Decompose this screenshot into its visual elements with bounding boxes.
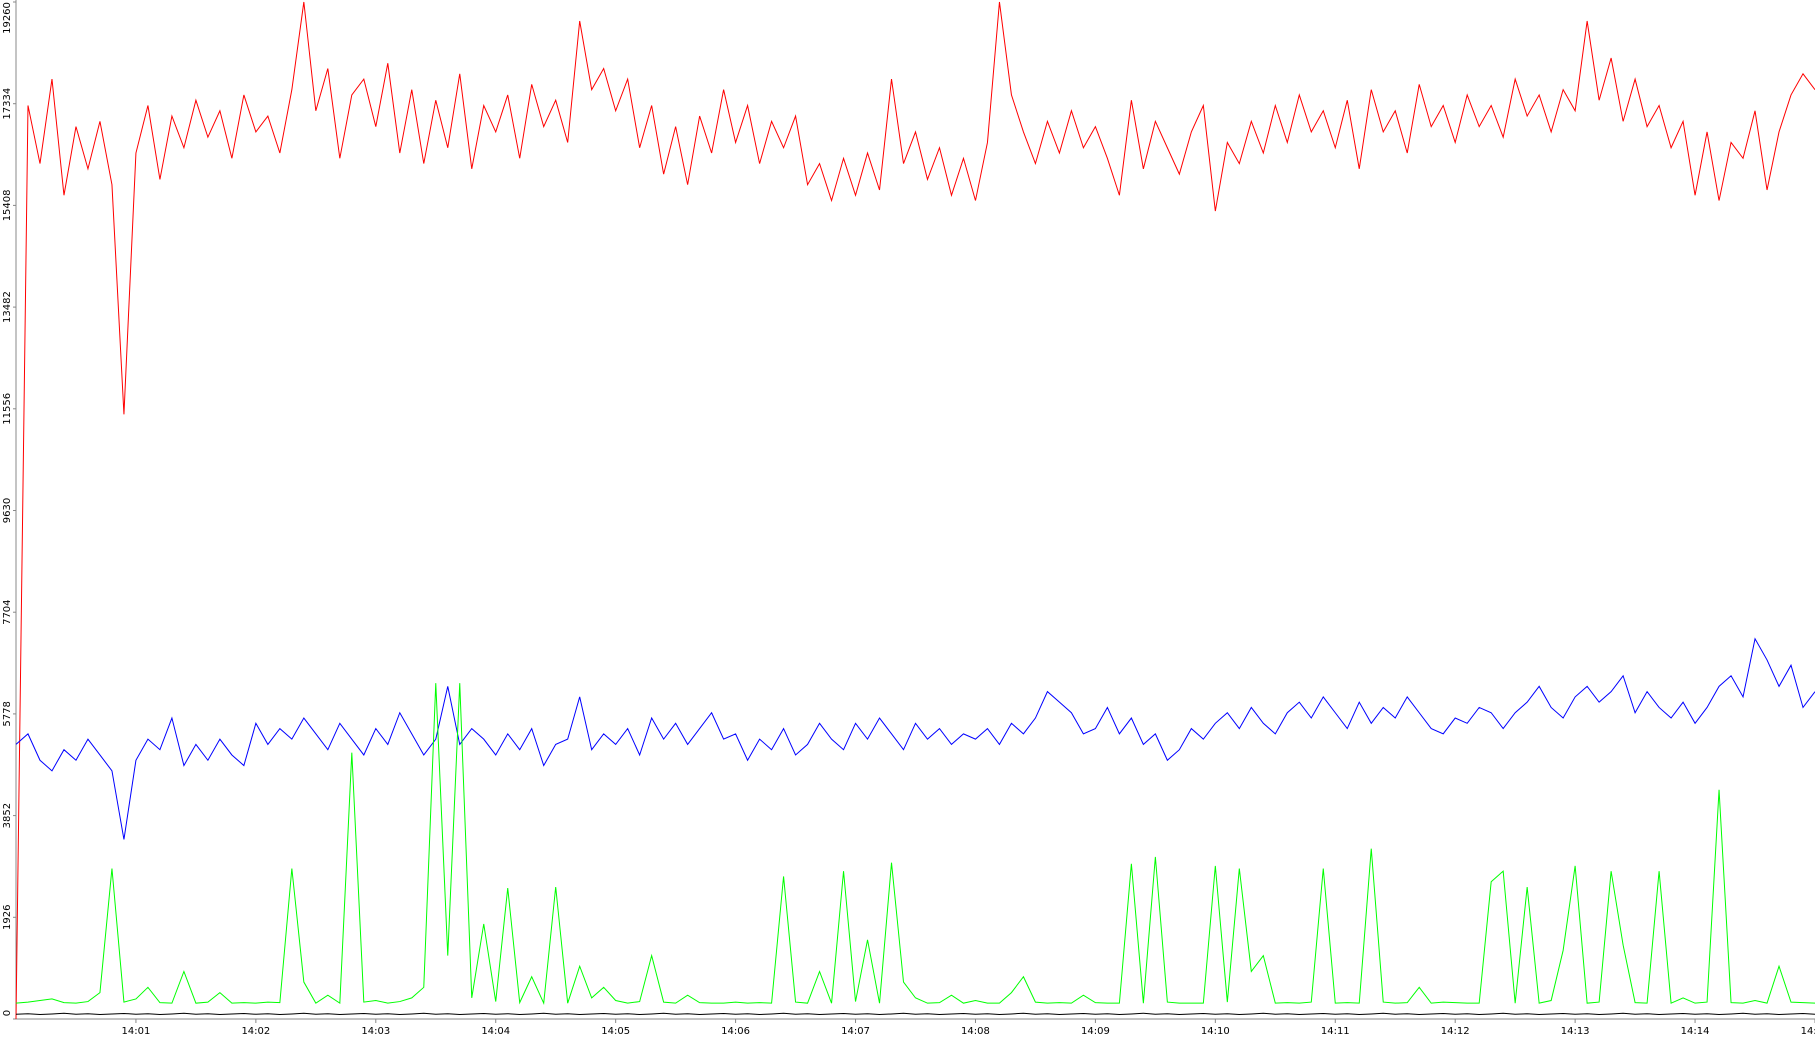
x-tick-label: 14:13 <box>1561 1026 1590 1037</box>
y-tick-label: 3852 <box>2 803 13 828</box>
y-tick-label: 5778 <box>2 701 13 726</box>
series-line <box>15 1012 1815 1016</box>
x-tick-label: 14:10 <box>1201 1026 1230 1037</box>
series-line <box>15 1 1815 1020</box>
x-tick-label: 14:04 <box>481 1026 510 1037</box>
y-tick-label: 7704 <box>2 599 13 624</box>
y-tick-label: 1926 <box>2 905 13 930</box>
x-tick-label: 14:06 <box>721 1026 750 1037</box>
x-tick-label: 14:08 <box>961 1026 990 1037</box>
y-tick-label: 17334 <box>2 88 13 120</box>
series-line <box>15 637 1815 840</box>
y-tick-label: 9630 <box>2 498 13 523</box>
x-tick-label: 14:01 <box>122 1026 151 1037</box>
y-tick-label: 0 <box>2 1010 13 1016</box>
x-tick-label: 14:14 <box>1681 1026 1710 1037</box>
x-tick-label: 14:02 <box>241 1026 270 1037</box>
y-tick-label: 11556 <box>2 393 13 425</box>
x-tick-label: 14:11 <box>1321 1026 1350 1037</box>
x-tick-label: 14:05 <box>601 1026 630 1037</box>
series-line <box>15 683 1815 1006</box>
y-tick-label: 15408 <box>2 189 13 221</box>
x-tick-label: 14:09 <box>1081 1026 1110 1037</box>
x-tick-label: 14:03 <box>361 1026 390 1037</box>
y-tick-label: 19260 <box>2 2 13 34</box>
x-tick-label: 14:07 <box>841 1026 870 1037</box>
y-tick-label: 13482 <box>2 291 13 323</box>
x-tick-label: 14:15 <box>1801 1026 1815 1037</box>
x-tick-label: 14:12 <box>1441 1026 1470 1037</box>
